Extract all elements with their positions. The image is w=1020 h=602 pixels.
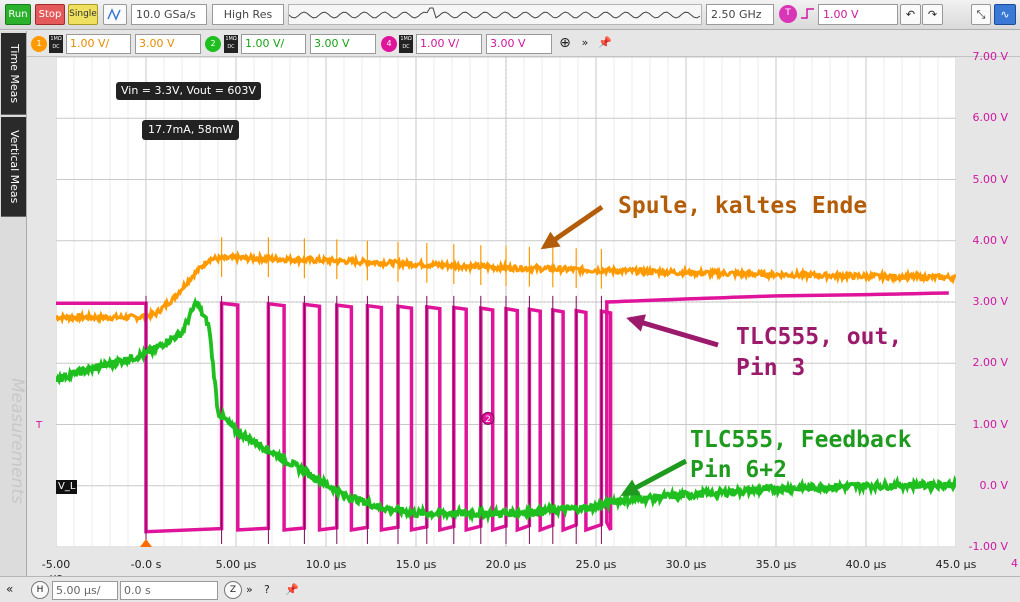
arrow-out-head (626, 314, 646, 332)
waveform-icon: ∿ (1000, 8, 1010, 21)
bottom-bar: « H 5.00 µs/ 0.0 s Z » ? 📌 (0, 576, 1020, 602)
annotation-out-line1: TLC555, out, (736, 324, 903, 350)
tab-time-meas[interactable]: Time Meas (1, 33, 26, 115)
undo-button[interactable]: ↶ (900, 4, 921, 25)
channel-2-badge[interactable]: 2 (205, 36, 221, 52)
acquisition-mode-field[interactable]: High Res (212, 4, 284, 25)
series-out-line (56, 291, 949, 534)
x-tick-label: -0.0 s (130, 558, 162, 571)
sample-rate-field[interactable]: 10.0 GSa/s (131, 4, 207, 25)
undo-icon: ↶ (905, 8, 916, 21)
x-tick-label: 20.0 µs (485, 558, 527, 571)
redo-icon: ↷ (927, 8, 938, 21)
y-tick-label: 0.0 V (979, 478, 1008, 492)
y-tick-label: 1.00 V (972, 417, 1008, 431)
add-channel-icon[interactable]: ⊕ (559, 35, 571, 51)
measurement-box-current[interactable]: 17.7mA, 58mW (142, 120, 240, 140)
channel-4-offset-field[interactable]: 3.00 V (486, 34, 552, 54)
y-tick-label: 2.00 V (972, 356, 1008, 370)
y-tick-label: 7.00 V (972, 50, 1008, 63)
corner-channel-label: 4 (1011, 557, 1018, 570)
x-tick-label: 25.0 µs (575, 558, 617, 571)
x-tick-label: 15.0 µs (395, 558, 437, 571)
autoscale-icon (107, 8, 121, 21)
tab-vertical-meas[interactable]: Vertical Meas (1, 117, 26, 217)
y-tick-label: 6.00 V (972, 111, 1008, 125)
annotation-feedback-line2: Pin 6+2 (690, 457, 787, 483)
x-tick-label: 35.0 µs (755, 558, 797, 571)
x-tick-label: 10.0 µs (305, 558, 347, 571)
channel-1-offset-field[interactable]: 3.00 V (135, 34, 201, 54)
channel-4-coupling-icon: 1MΩ DC (399, 35, 413, 53)
memory-overview-wave (288, 7, 701, 19)
channel-2-offset-field[interactable]: 3.00 V (310, 34, 376, 54)
y-tick-label: 4.00 V (972, 233, 1008, 247)
trigger-time-marker (140, 539, 152, 547)
x-tick-label: 30.0 µs (665, 558, 707, 571)
redo-button[interactable]: ↷ (922, 4, 943, 25)
channel-1-badge[interactable]: 1 (31, 36, 47, 52)
pin-icon[interactable]: 📌 (285, 583, 299, 596)
x-tick-label: 40.0 µs (845, 558, 887, 571)
arrow-coil-head (540, 231, 561, 250)
side-tab-bar: Time Meas Vertical Meas Measurements (0, 31, 27, 576)
horizontal-badge[interactable]: H (31, 581, 49, 599)
x-tick-label: 45.0 µs (935, 558, 977, 571)
channel-2-scale-field[interactable]: 1.00 V/ (241, 34, 306, 54)
channel-4-badge[interactable]: 4 (381, 36, 397, 52)
channel-1-coupling-icon: 1MΩ DC (49, 35, 63, 53)
pin-icon[interactable]: 📌 (598, 36, 612, 49)
run-button[interactable]: Run (5, 4, 31, 25)
arrow-feedback-head (620, 479, 641, 496)
bandwidth-field[interactable]: 2.50 GHz (706, 4, 774, 25)
annotation-feedback-line1: TLC555, Feedback (690, 427, 912, 453)
measurements-watermark: Measurements (7, 378, 27, 504)
help-icon[interactable]: ? (264, 583, 270, 596)
y-tick-label: 5.00 V (972, 172, 1008, 186)
x-tick-label: 5.00 µs (215, 558, 257, 571)
stop-button[interactable]: Stop (35, 4, 65, 25)
channel-bar: 1 1MΩ DC 1.00 V/ 3.00 V 2 1MΩ DC 1.00 V/… (27, 31, 1020, 57)
expand-icon[interactable]: » (246, 583, 253, 596)
annotation-coil: Spule, kaltes Ende (618, 193, 868, 219)
top-toolbar: Run Stop Single 10.0 GSa/s High Res 2.50… (0, 0, 1020, 30)
single-button[interactable]: Single (68, 4, 98, 25)
chevron-icon[interactable]: « (6, 582, 14, 596)
y-tick-label: 3.00 V (972, 295, 1008, 308)
expand-icon[interactable]: » (581, 36, 589, 49)
autoscale-button[interactable] (103, 4, 127, 25)
zoom-tool-button[interactable]: ⤡ (971, 4, 991, 25)
channel-4-scale-field[interactable]: 1.00 V/ (416, 34, 482, 54)
trigger-level-marker[interactable]: T (36, 420, 43, 431)
zoom-badge[interactable]: Z (224, 581, 242, 599)
time-scale-field[interactable]: 5.00 µs/ (52, 581, 118, 600)
y-tick-label: -1.00 V (968, 540, 1008, 553)
memory-overview-strip[interactable] (288, 4, 702, 25)
trigger-source-badge[interactable]: T (779, 5, 797, 23)
trigger-edge-icon[interactable] (799, 4, 817, 25)
measure-mode-button[interactable]: ∿ (994, 4, 1016, 25)
measurement-box-voltage[interactable]: Vin = 3.3V, Vout = 603V (116, 82, 261, 100)
level-marker-label[interactable]: V_L (56, 480, 78, 494)
channel-2-coupling-icon: 1MΩ DC (224, 35, 238, 53)
zoom-tool-icon: ⤡ (976, 8, 986, 21)
arrow-out (629, 316, 719, 348)
series-feedback-line (56, 296, 956, 525)
waveform-grid[interactable]: 2 (56, 57, 956, 547)
channel-2-on-screen-badge (481, 411, 495, 425)
channel-1-scale-field[interactable]: 1.00 V/ (66, 34, 131, 54)
time-offset-field[interactable]: 0.0 s (120, 581, 218, 600)
trigger-level-field[interactable]: 1.00 V (818, 4, 898, 25)
channel-2-on-screen-label: 2 (485, 415, 491, 425)
annotation-out-line2: Pin 3 (736, 355, 806, 381)
